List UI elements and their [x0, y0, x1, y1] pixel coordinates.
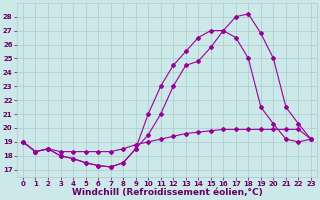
X-axis label: Windchill (Refroidissement éolien,°C): Windchill (Refroidissement éolien,°C) [72, 188, 262, 197]
